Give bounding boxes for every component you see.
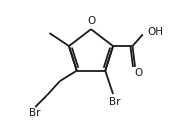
Text: OH: OH <box>147 27 163 37</box>
Text: O: O <box>87 16 95 26</box>
Text: O: O <box>135 68 143 78</box>
Text: Br: Br <box>29 108 40 118</box>
Text: Br: Br <box>109 97 121 107</box>
